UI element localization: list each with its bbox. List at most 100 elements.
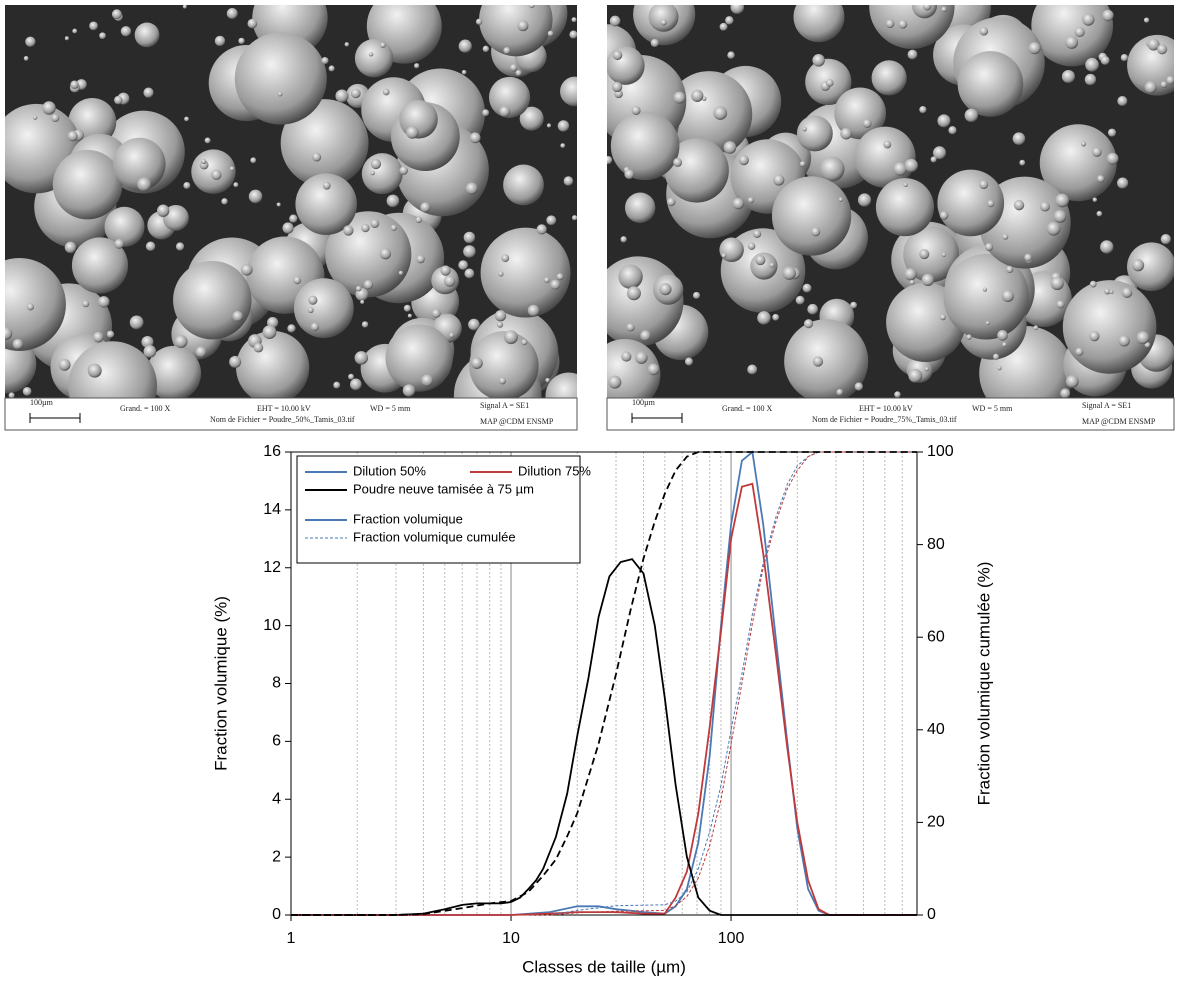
satellite <box>673 157 683 167</box>
satellite <box>431 308 441 318</box>
satellite <box>449 332 455 338</box>
satellite <box>201 158 207 165</box>
satellite <box>42 101 56 115</box>
satellite <box>1092 197 1098 203</box>
satellite <box>379 248 392 260</box>
particle <box>234 32 327 125</box>
satellite <box>812 54 825 67</box>
satellite <box>812 356 824 367</box>
satellite <box>415 216 422 224</box>
satellite <box>25 36 36 47</box>
satellite <box>1144 81 1157 94</box>
chart: 1 10 100 0 2 4 6 8 10 12 14 16 0 20 40 60 80 100 Classes d… <box>211 443 993 976</box>
satellite <box>527 304 540 317</box>
satellite <box>355 285 362 292</box>
particle <box>784 319 869 398</box>
particle <box>834 87 887 140</box>
satellite <box>1107 128 1117 137</box>
particle <box>719 237 744 263</box>
satellite <box>802 283 812 293</box>
satellite <box>89 21 98 31</box>
satellite <box>903 182 908 188</box>
satellite <box>463 231 476 244</box>
satellite <box>1106 152 1119 165</box>
satellite <box>328 65 335 72</box>
satellite <box>465 182 478 195</box>
satellite <box>307 307 314 314</box>
satellite <box>941 6 947 13</box>
satellite <box>370 158 382 170</box>
satellite <box>795 295 805 305</box>
particle <box>295 173 357 235</box>
satellite <box>563 176 574 186</box>
satellite <box>1157 44 1168 55</box>
satellite <box>922 5 932 11</box>
satellite <box>1104 288 1111 295</box>
satellite <box>894 391 901 398</box>
satellite <box>723 141 737 154</box>
scale-label: 100µm <box>30 398 54 407</box>
particle <box>236 330 310 398</box>
satellite <box>635 351 648 364</box>
satellite <box>753 229 762 238</box>
satellite <box>1039 201 1050 212</box>
satellite <box>1121 287 1133 298</box>
satellite <box>893 162 907 176</box>
satellite <box>310 322 320 331</box>
legend-label: Dilution 50% <box>353 463 426 478</box>
satellite <box>321 57 329 65</box>
satellite <box>1166 75 1174 85</box>
satellite <box>546 123 552 128</box>
series-line <box>291 482 917 916</box>
satellite <box>1060 388 1071 398</box>
satellite <box>939 314 946 321</box>
satellite <box>8 392 15 398</box>
satellite <box>755 254 766 266</box>
y2-tick-label: 100 <box>927 443 954 460</box>
y-tick-label: 16 <box>263 443 281 460</box>
satellite <box>1019 159 1026 166</box>
satellite <box>308 295 318 305</box>
satellite <box>924 366 929 372</box>
satellite <box>1074 27 1085 38</box>
magnification: Grand. = 100 X <box>722 404 773 413</box>
satellite <box>883 140 892 149</box>
satellite <box>204 137 211 144</box>
satellite <box>386 194 400 208</box>
satellite <box>503 47 511 55</box>
satellite <box>560 143 566 149</box>
satellite <box>1144 342 1151 348</box>
particle <box>112 137 166 191</box>
satellite <box>1001 342 1007 348</box>
satellite <box>773 174 785 186</box>
satellite <box>1002 233 1009 240</box>
satellite <box>233 182 239 188</box>
satellite <box>769 262 775 268</box>
satellite <box>932 146 947 160</box>
satellite <box>361 321 369 328</box>
satellite <box>1065 375 1079 388</box>
satellite <box>571 17 577 23</box>
particles <box>607 5 1174 398</box>
satellite <box>738 155 749 166</box>
satellite <box>547 30 554 37</box>
scale-label: 100µm <box>632 398 656 407</box>
sem-image: 100µm Grand. = 100 X EHT = 10.00 kV WD = 5 … <box>4 5 578 431</box>
satellite <box>482 45 490 53</box>
satellite <box>143 345 157 358</box>
particle <box>71 237 129 294</box>
satellite <box>458 39 472 53</box>
satellite <box>23 56 29 61</box>
satellite <box>248 189 263 204</box>
particle <box>134 22 160 48</box>
y-tick-label: 12 <box>263 559 281 576</box>
satellite <box>515 69 522 77</box>
satellite <box>807 303 818 315</box>
satellite <box>939 211 949 220</box>
satellite <box>468 318 480 331</box>
satellite <box>987 200 995 208</box>
particle <box>796 115 833 152</box>
satellite <box>521 339 528 346</box>
satellite <box>229 355 242 368</box>
